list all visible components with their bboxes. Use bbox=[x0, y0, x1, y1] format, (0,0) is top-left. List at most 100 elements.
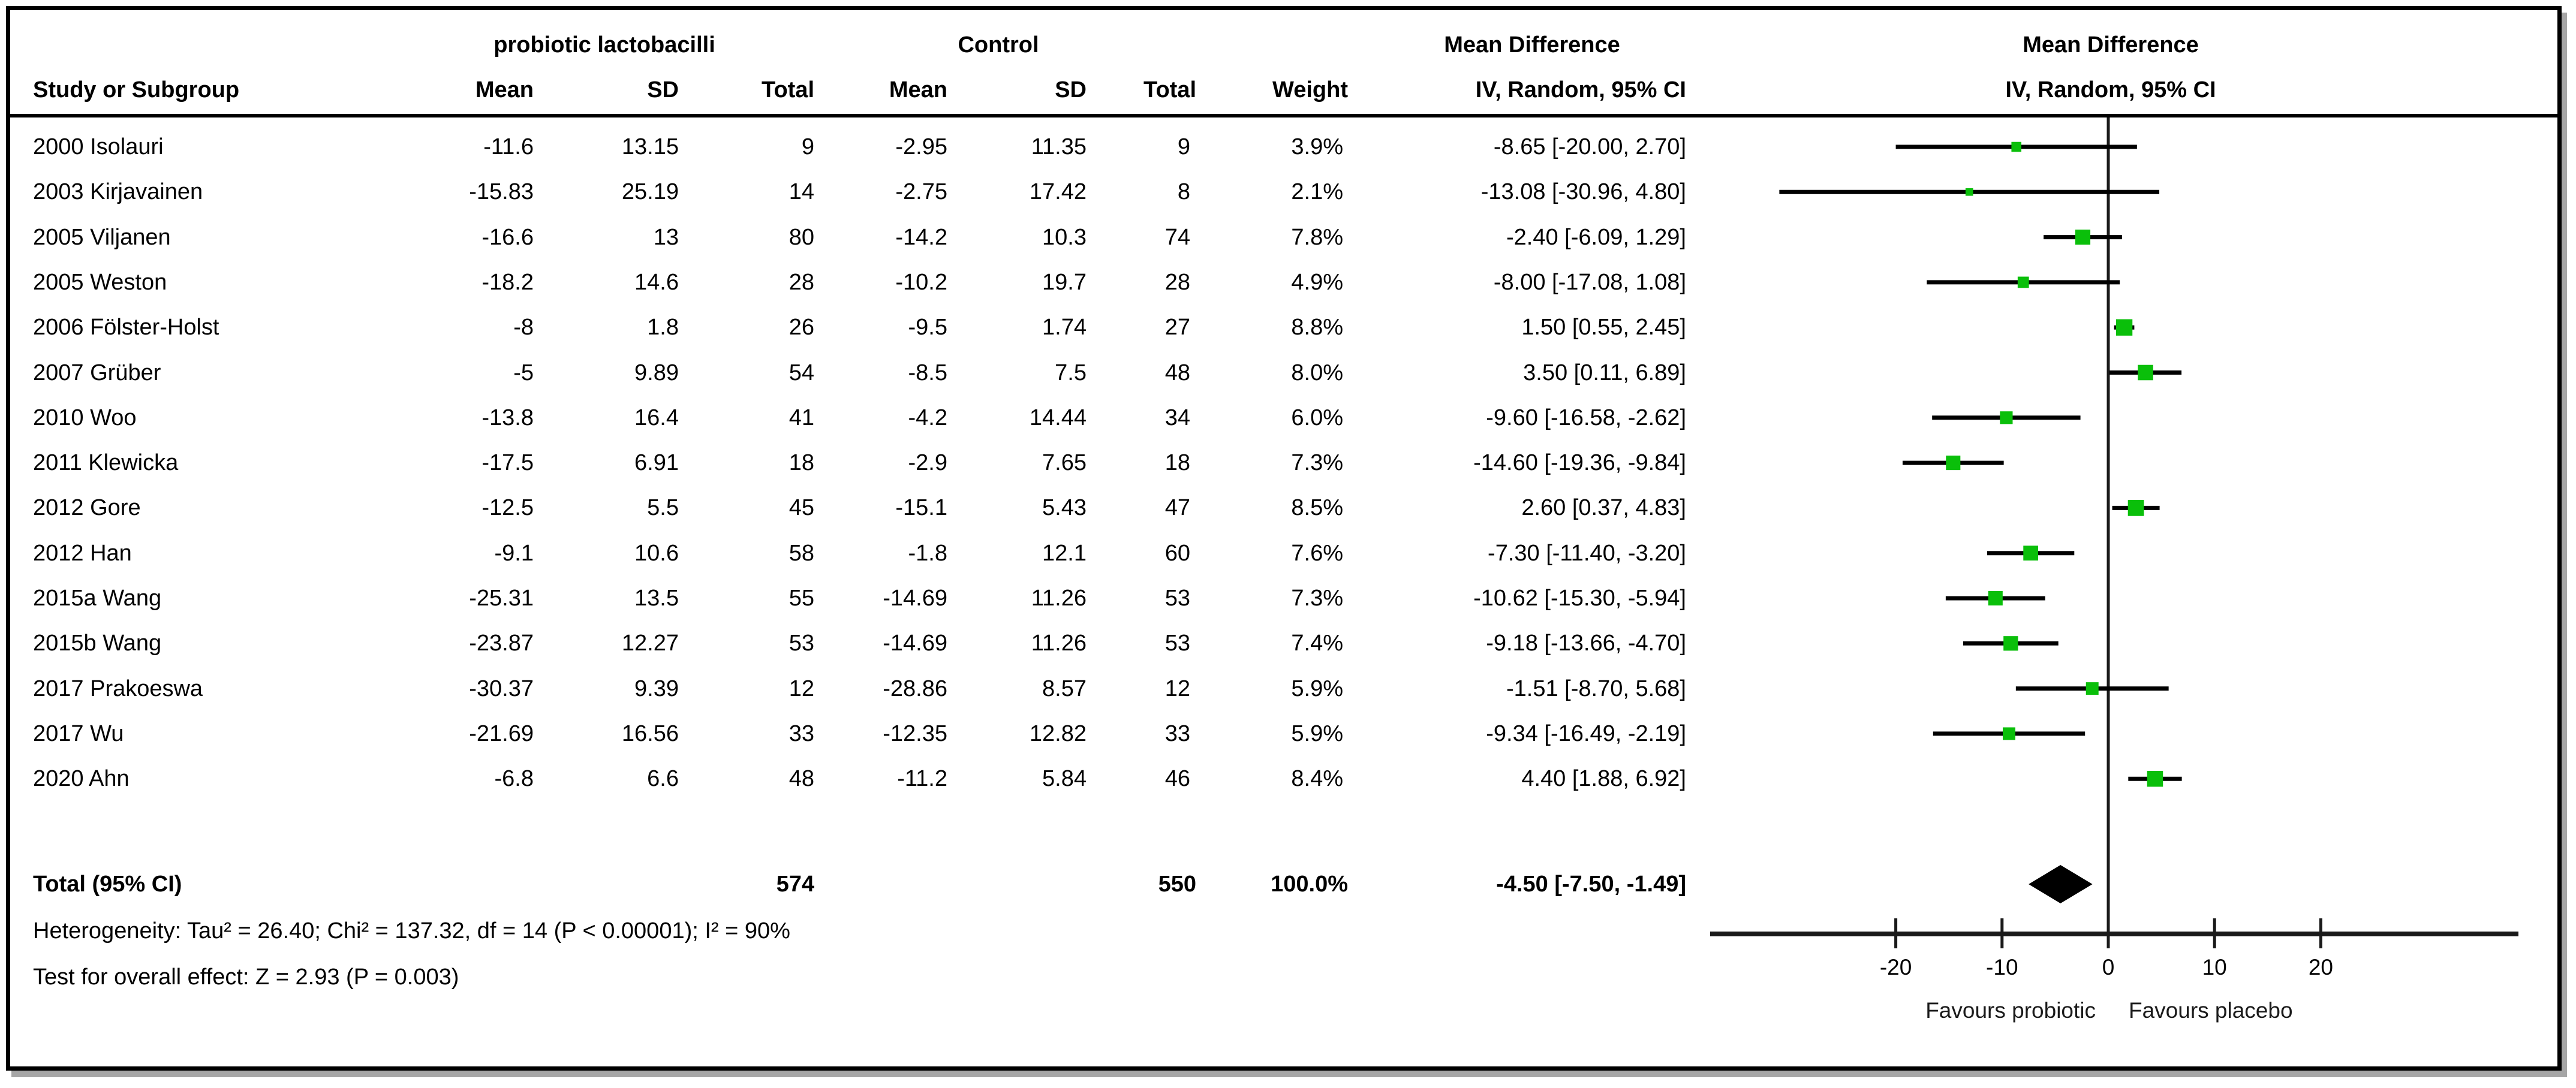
study-mean1-cell: -17.5 bbox=[482, 450, 534, 475]
study-total1-cell: 53 bbox=[789, 631, 814, 656]
study-label: 2015b Wang bbox=[33, 631, 162, 656]
overall-effect-note: Test for overall effect: Z = 2.93 (P = 0… bbox=[33, 965, 459, 990]
study-total2-cell: 27 bbox=[1164, 315, 1190, 340]
study-mean2-cell: -14.69 bbox=[883, 586, 947, 611]
study-sd1-cell: 13.5 bbox=[634, 586, 679, 611]
study-sd1-cell: 12.27 bbox=[621, 631, 679, 656]
study-label: 2010 Woo bbox=[33, 405, 137, 430]
study-total1-cell: 12 bbox=[789, 676, 814, 701]
study-total2-cell: 28 bbox=[1164, 270, 1190, 295]
study-total1-cell: 54 bbox=[789, 360, 814, 385]
study-label: 2017 Prakoeswa bbox=[33, 676, 203, 701]
study-ci-cell: -1.51 [-8.70, 5.68] bbox=[1506, 676, 1686, 701]
ci-plot-header: IV, Random, 95% CI bbox=[2005, 77, 2216, 103]
weight-header: Weight bbox=[1272, 77, 1348, 103]
study-weight-cell: 7.3% bbox=[1291, 450, 1343, 475]
study-mean1-cell: -5 bbox=[513, 360, 534, 385]
axis-tick-label: 20 bbox=[2308, 955, 2333, 979]
study-sd1-cell: 6.6 bbox=[647, 766, 679, 791]
study-mean1-cell: -23.87 bbox=[469, 631, 534, 656]
study-mean1-cell: -11.6 bbox=[483, 134, 534, 159]
study-total2-cell: 34 bbox=[1164, 405, 1190, 430]
heterogeneity-note: Heterogeneity: Tau² = 26.40; Chi² = 137.… bbox=[33, 918, 790, 944]
study-sd2-cell: 12.1 bbox=[1042, 541, 1087, 566]
total-ci-text: -4.50 [-7.50, -1.49] bbox=[1496, 872, 1686, 897]
study-mean1-cell: -25.31 bbox=[469, 586, 534, 611]
header-separator-line bbox=[10, 114, 2557, 117]
study-label: 2015a Wang bbox=[33, 586, 162, 611]
study-total1-cell: 9 bbox=[801, 134, 814, 159]
effect-square bbox=[1946, 456, 1961, 471]
study-mean1-cell: -16.6 bbox=[482, 225, 534, 250]
study-total2-cell: 9 bbox=[1177, 134, 1190, 159]
study-weight-cell: 7.8% bbox=[1291, 225, 1343, 250]
study-ci-cell: -8.65 [-20.00, 2.70] bbox=[1493, 134, 1686, 159]
ctl-total-header: Total bbox=[1143, 77, 1196, 103]
group-header-control: Control bbox=[958, 32, 1039, 58]
total-diamond bbox=[2029, 865, 2093, 903]
axis-tick-label: -20 bbox=[1879, 955, 1912, 979]
total-row-label: Total (95% CI) bbox=[33, 872, 182, 897]
study-mean1-cell: -30.37 bbox=[469, 676, 534, 701]
study-mean2-cell: -28.86 bbox=[883, 676, 947, 701]
study-total1-cell: 26 bbox=[789, 315, 814, 340]
effect-square bbox=[2000, 411, 2013, 424]
axis-tick-label: 10 bbox=[2202, 955, 2227, 979]
study-total1-cell: 14 bbox=[789, 179, 814, 204]
study-sd1-cell: 1.8 bbox=[647, 315, 679, 340]
study-total1-cell: 58 bbox=[789, 541, 814, 566]
study-total1-cell: 41 bbox=[789, 405, 814, 430]
study-ci-cell: -7.30 [-11.40, -3.20] bbox=[1488, 541, 1686, 566]
study-ci-cell: -2.40 [-6.09, 1.29] bbox=[1506, 225, 1686, 250]
study-sd1-cell: 13 bbox=[653, 225, 679, 250]
axis-tick-label: -10 bbox=[1986, 955, 2018, 979]
group-header-experimental: probiotic lactobacilli bbox=[493, 32, 715, 58]
study-ci-cell: -10.62 [-15.30, -5.94] bbox=[1473, 586, 1686, 611]
study-sd1-cell: 14.6 bbox=[634, 270, 679, 295]
study-label: 2017 Wu bbox=[33, 721, 124, 746]
study-sd1-cell: 5.5 bbox=[647, 495, 679, 520]
study-sd2-cell: 11.26 bbox=[1031, 631, 1087, 656]
study-weight-cell: 4.9% bbox=[1291, 270, 1343, 295]
effect-square bbox=[2075, 230, 2091, 245]
study-sd2-cell: 7.5 bbox=[1055, 360, 1087, 385]
study-total2-cell: 53 bbox=[1164, 631, 1190, 656]
study-sd1-cell: 6.91 bbox=[634, 450, 679, 475]
study-total2-cell: 53 bbox=[1164, 586, 1190, 611]
study-sd2-cell: 8.57 bbox=[1042, 676, 1087, 701]
study-total2-cell: 8 bbox=[1177, 179, 1190, 204]
study-weight-cell: 8.8% bbox=[1291, 315, 1343, 340]
study-total1-cell: 80 bbox=[789, 225, 814, 250]
study-sd1-cell: 16.56 bbox=[621, 721, 679, 746]
study-sd1-cell: 9.39 bbox=[634, 676, 679, 701]
effect-square bbox=[2011, 141, 2022, 152]
study-label: 2007 Grüber bbox=[33, 360, 161, 385]
study-mean2-cell: -8.5 bbox=[908, 360, 947, 385]
exp-sd-header: SD bbox=[647, 77, 679, 103]
study-ci-cell: 3.50 [0.11, 6.89] bbox=[1523, 360, 1686, 385]
study-total2-cell: 46 bbox=[1164, 766, 1190, 791]
study-mean1-cell: -9.1 bbox=[494, 541, 534, 566]
study-mean2-cell: -10.2 bbox=[895, 270, 947, 295]
study-mean2-cell: -2.75 bbox=[895, 179, 947, 204]
total-exp-n: 574 bbox=[776, 872, 814, 897]
study-label: 2012 Han bbox=[33, 541, 132, 566]
effect-square bbox=[2147, 770, 2163, 787]
study-label: 2000 Isolauri bbox=[33, 134, 164, 159]
study-ci-cell: 2.60 [0.37, 4.83] bbox=[1521, 495, 1686, 520]
study-sd1-cell: 16.4 bbox=[634, 405, 679, 430]
study-ci-cell: -9.18 [-13.66, -4.70] bbox=[1486, 631, 1686, 656]
study-weight-cell: 5.9% bbox=[1291, 676, 1343, 701]
study-total2-cell: 74 bbox=[1164, 225, 1190, 250]
study-mean2-cell: -4.2 bbox=[908, 405, 947, 430]
study-sd2-cell: 10.3 bbox=[1042, 225, 1087, 250]
effect-square bbox=[2086, 682, 2099, 695]
study-weight-cell: 3.9% bbox=[1291, 134, 1343, 159]
study-ci-cell: -8.00 [-17.08, 1.08] bbox=[1493, 270, 1686, 295]
study-total2-cell: 18 bbox=[1164, 450, 1190, 475]
study-label: 2020 Ahn bbox=[33, 766, 130, 791]
total-weight: 100.0% bbox=[1271, 872, 1348, 897]
effect-square bbox=[2017, 276, 2029, 288]
